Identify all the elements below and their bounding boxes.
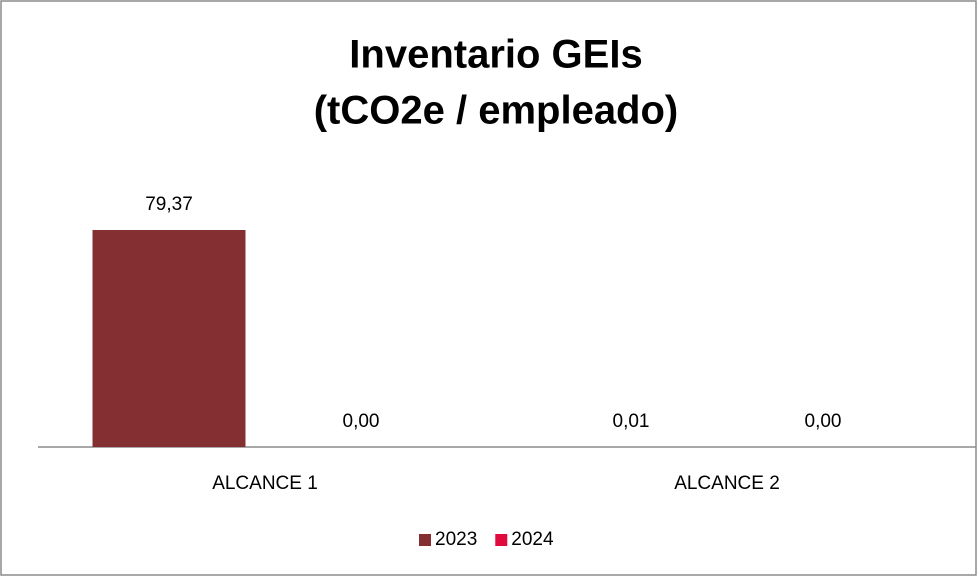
data-label: 79,37	[145, 194, 193, 215]
legend-label: 2023	[435, 529, 477, 550]
legend-label: 2024	[511, 529, 554, 550]
data-label: 0,00	[805, 411, 842, 432]
data-label: 0,01	[613, 411, 650, 432]
x-tick-label: ALCANCE 1	[212, 473, 318, 494]
data-label: 0,00	[343, 411, 380, 432]
chart-title: Inventario GEIs	[349, 33, 642, 77]
legend-swatch	[419, 534, 431, 546]
chart-title: (tCO2e / empleado)	[314, 89, 679, 133]
legend-swatch	[495, 534, 508, 546]
x-tick-label: ALCANCE 2	[674, 473, 780, 494]
bar	[92, 230, 246, 447]
